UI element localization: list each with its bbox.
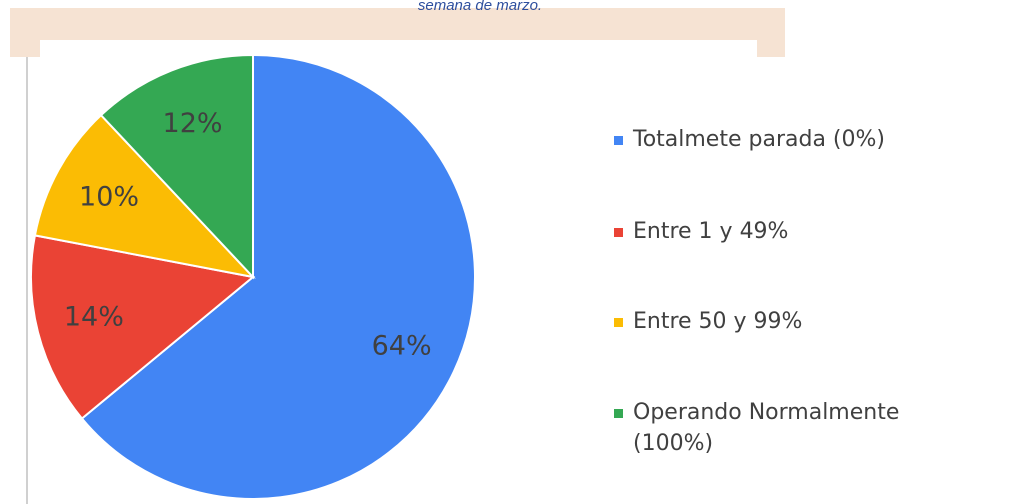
legend-label: Entre 1 y 49%: [633, 219, 789, 244]
data-label: 12%: [163, 108, 223, 139]
legend-label: Totalmete parada (0%): [633, 127, 885, 152]
chart-title: semana de marzo.: [418, 0, 542, 14]
pie-slice: [33, 113, 256, 279]
legend-label: Entre 50 y 99%: [633, 309, 803, 334]
data-label: 14%: [64, 301, 124, 332]
pie-slice: [99, 53, 254, 280]
legend-swatch: [614, 318, 623, 327]
legend-swatch: [614, 409, 623, 418]
legend-label: Operando Normalmente (100%): [633, 400, 900, 456]
data-label: 64%: [372, 330, 432, 361]
header-inner: [40, 40, 757, 60]
legend-swatch: [614, 136, 623, 145]
pie-slice: [30, 234, 256, 420]
legend-swatch: [614, 228, 623, 237]
data-label: 10%: [79, 181, 139, 212]
pie-slice: [80, 53, 476, 500]
